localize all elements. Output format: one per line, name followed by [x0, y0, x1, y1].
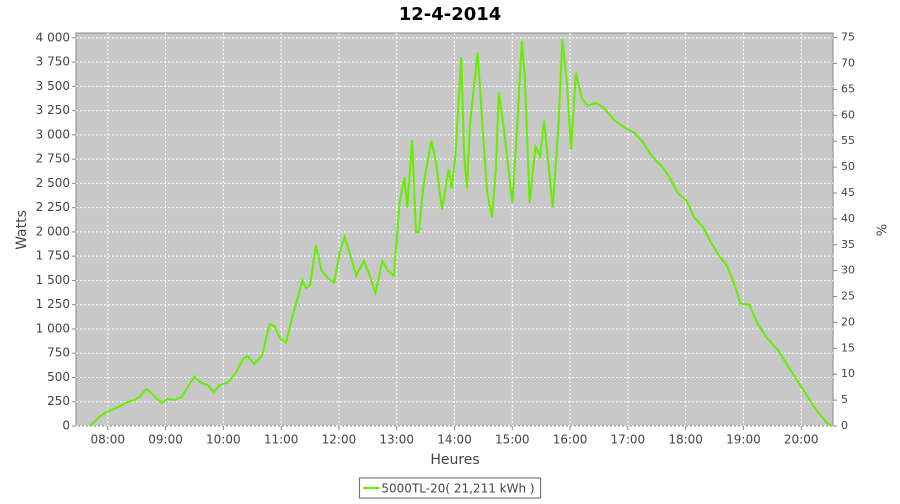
y-tick-label: 1 250: [36, 297, 70, 311]
y-tick-label: 3 750: [36, 55, 70, 69]
y-tick-label: 3 000: [36, 127, 70, 141]
y2-tick-label: 25: [841, 290, 855, 303]
y-tick-label: 2 000: [36, 224, 70, 238]
x-tick-label: 19:00: [726, 433, 761, 447]
x-axis-label: Heures: [430, 452, 479, 468]
x-tick-label: 20:00: [784, 433, 819, 447]
y-tick-label: 0: [62, 419, 70, 433]
y-tick-label: 3 500: [36, 79, 70, 93]
x-tick-label: 11:00: [264, 433, 299, 447]
legend-label: 5000TL-20( 21,211 kWh ): [381, 482, 534, 496]
y-axis-label: Watts: [14, 210, 30, 250]
x-tick-label: 10:00: [206, 433, 241, 447]
y-tick-label: 1 000: [36, 321, 70, 335]
x-tick-label: 17:00: [611, 433, 646, 447]
y2-tick-label: 35: [841, 238, 855, 251]
y2-tick-label: 30: [841, 264, 855, 277]
y-tick-label: 500: [47, 370, 70, 384]
y2-tick-label: 75: [841, 31, 855, 44]
y-tick-label: 1 500: [36, 273, 70, 287]
x-tick-label: 18:00: [668, 433, 703, 447]
x-tick-label: 15:00: [495, 433, 530, 447]
y2-tick-label: 55: [841, 134, 855, 147]
legend-box: [358, 477, 542, 499]
y-tick-label: 2 250: [36, 200, 70, 214]
y2-tick-label: 0: [841, 419, 848, 432]
y-tick-label: 2 750: [36, 152, 70, 166]
y2-tick-label: 15: [841, 341, 855, 354]
y-tick-label: 750: [47, 346, 70, 360]
y-tick-label: 3 250: [36, 103, 70, 117]
data-line: [88, 38, 833, 427]
y2-tick-label: 10: [841, 367, 855, 380]
x-tick-label: 08:00: [90, 433, 125, 447]
y2-tick-label: 40: [841, 212, 855, 225]
y-tick-label: 1 750: [36, 249, 70, 263]
y2-tick-label: 5: [841, 393, 848, 406]
x-tick-label: 16:00: [553, 433, 588, 447]
y-tick-label: 250: [47, 394, 70, 408]
y2-tick-label: 50: [841, 160, 855, 173]
y2-tick-label: 20: [841, 315, 855, 328]
y2-axis-label: %: [873, 224, 888, 236]
x-tick-label: 13:00: [379, 433, 414, 447]
x-tick-label: 09:00: [148, 433, 183, 447]
y2-tick-label: 65: [841, 82, 855, 95]
y2-tick-label: 60: [841, 108, 855, 121]
y-tick-label: 2 500: [36, 176, 70, 190]
y-tick-label: 4 000: [36, 30, 70, 44]
y2-tick-label: 70: [841, 57, 855, 70]
x-tick-label: 14:00: [437, 433, 472, 447]
x-tick-label: 12:00: [322, 433, 357, 447]
chart-title: 12-4-2014: [399, 4, 502, 25]
y2-tick-label: 45: [841, 186, 855, 199]
